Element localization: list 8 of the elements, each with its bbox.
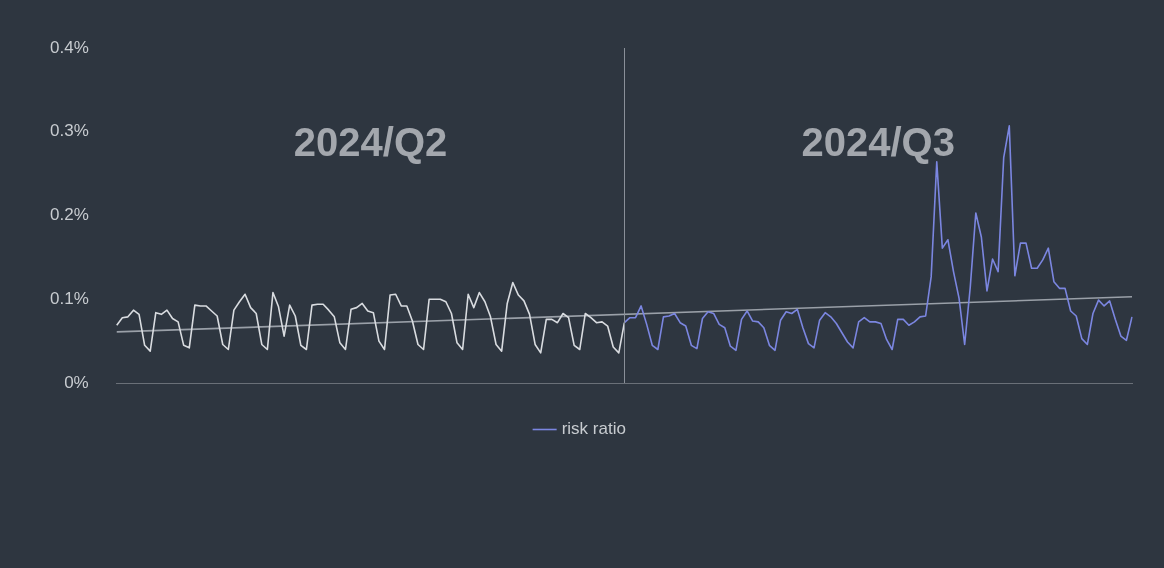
annotation: 2024/Q2	[293, 120, 448, 165]
y-tick-label: 0.1%	[50, 288, 89, 308]
legend-label: risk ratio	[561, 419, 626, 439]
y-tick-label: 0%	[64, 372, 89, 392]
y-tick-label: 0.3%	[50, 121, 89, 141]
annotation: 2024/Q3	[801, 120, 955, 165]
y-tick-label: 0.2%	[50, 205, 89, 225]
y-tick-label: 0.4%	[50, 37, 89, 57]
